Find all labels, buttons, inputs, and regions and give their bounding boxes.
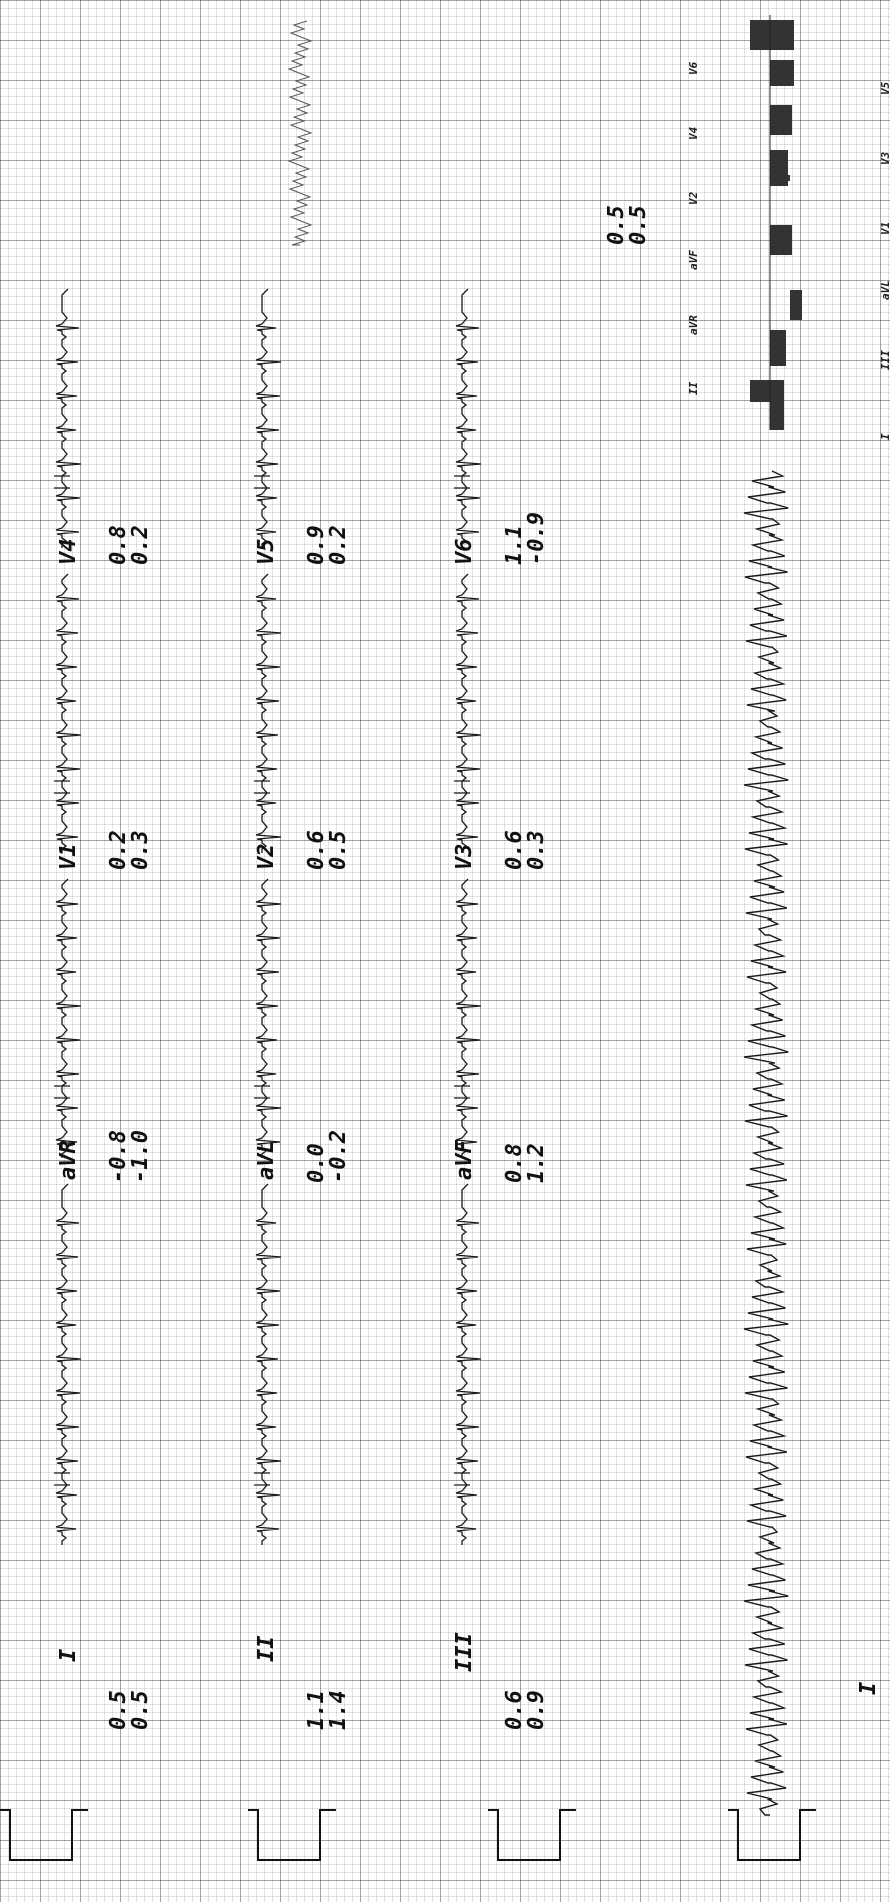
trace-V1: [55, 573, 82, 853]
noise-trace: [287, 20, 313, 246]
trace-marker-III: [454, 1472, 470, 1486]
rhythm-strip-trace: [743, 470, 789, 1816]
trace-marker-II: [254, 1472, 270, 1486]
lead-value-bar-7: [770, 105, 792, 135]
lead-value-bar-1: [750, 380, 784, 402]
calibration-pulse-rhythm: [728, 1809, 816, 1861]
lead-value-bar-9: [750, 20, 794, 50]
trace-marker-I: [54, 1472, 70, 1486]
lead-value-bar-3: [790, 290, 802, 320]
trace-marker-aVL: [254, 1085, 270, 1099]
trace-V2: [255, 573, 282, 853]
lead-value-bar-8: [770, 60, 794, 86]
trace-V6: [455, 288, 482, 548]
trace-marker-V2: [254, 780, 270, 794]
trace-V3: [455, 573, 482, 853]
lead-value-bar-0: [770, 400, 784, 430]
trace-marker-V1: [54, 780, 70, 794]
rhythm-strip: [743, 470, 789, 1816]
lead-traces: [54, 288, 482, 1545]
calibration-pulse-row-3: [488, 1809, 576, 1861]
trace-V4: [55, 288, 82, 548]
trace-III: [455, 1183, 482, 1545]
trace-aVF: [455, 878, 482, 1158]
trace-marker-V5: [254, 475, 270, 489]
trace-marker-V6: [454, 475, 470, 489]
noise-trace-line: [287, 20, 313, 246]
trace-aVR: [55, 878, 82, 1158]
lead-value-bar-2: [770, 330, 786, 366]
lead-value-bar-4: [770, 225, 792, 255]
calibration-pulses: [0, 1809, 816, 1861]
trace-marker-V3: [454, 780, 470, 794]
calibration-pulse-row-2: [248, 1809, 336, 1861]
lead-value-bar-6: [770, 150, 788, 186]
trace-marker-V4: [54, 475, 70, 489]
trace-V5: [255, 288, 282, 548]
trace-marker-aVR: [54, 1085, 70, 1099]
calibration-pulse-row-1: [0, 1809, 88, 1861]
lead-value-bars: [750, 15, 802, 430]
trace-aVL: [255, 878, 282, 1158]
trace-marker-aVF: [454, 1085, 470, 1099]
trace-I: [55, 1183, 82, 1545]
trace-II: [255, 1183, 282, 1545]
